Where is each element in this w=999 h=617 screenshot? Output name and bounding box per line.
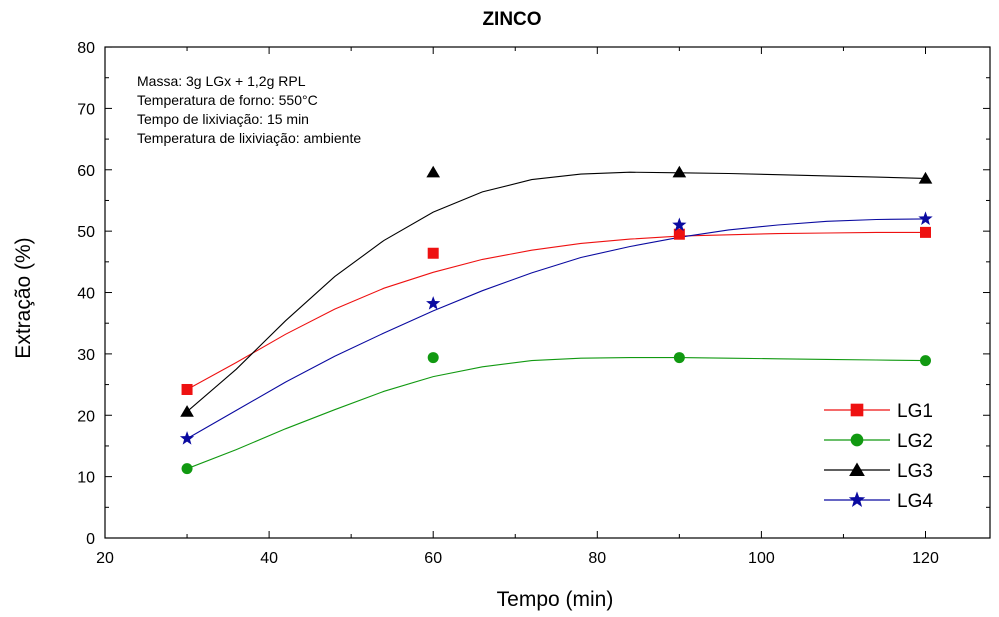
legend-marker-lg1	[850, 403, 864, 417]
point-lg1	[181, 383, 193, 395]
fit-curve-lg1	[186, 231, 926, 390]
fit-curve-lg4	[186, 218, 926, 440]
y-tick-label: 70	[77, 101, 95, 118]
legend-label-lg4: LG4	[897, 491, 933, 512]
point-lg3	[180, 405, 194, 417]
legend: LG1 LG2 LG3 LG4	[824, 401, 933, 512]
point-lg2	[427, 352, 439, 364]
data-points	[179, 165, 933, 475]
y-axis-label: Extração (%)	[12, 237, 35, 358]
annotation-line: Temperatura de forno: 550°C	[137, 92, 318, 108]
legend-marker-lg4	[848, 491, 866, 507]
point-lg2	[673, 352, 685, 364]
point-lg1	[673, 228, 685, 240]
point-lg4	[179, 431, 195, 445]
legend-label-lg1: LG1	[897, 401, 933, 422]
x-tick-label: 80	[588, 550, 606, 567]
y-tick-label: 30	[77, 347, 95, 364]
point-lg4	[918, 211, 933, 225]
annotation-line: Tempo de lixiviação: 15 min	[137, 111, 309, 127]
y-tick-label: 50	[77, 224, 95, 241]
y-tick-label: 10	[77, 470, 95, 487]
legend-label-lg2: LG2	[897, 431, 933, 452]
chart-title: ZINCO	[482, 9, 541, 30]
y-tick-label: 20	[77, 408, 95, 425]
point-lg3	[426, 165, 441, 178]
point-lg3	[672, 165, 687, 178]
x-tick-label: 20	[96, 550, 114, 567]
x-tick-label: 100	[748, 550, 775, 567]
legend-marker-lg3	[849, 462, 865, 476]
x-tick-label: 120	[912, 550, 939, 567]
x-axis-label: Tempo (min)	[497, 588, 614, 611]
fit-curves	[186, 171, 926, 470]
point-lg2	[181, 463, 193, 475]
axis-ticks	[104, 46, 990, 539]
fit-curve-lg3	[186, 171, 926, 413]
point-lg1	[427, 247, 439, 259]
x-tick-label: 60	[424, 550, 442, 567]
y-tick-label: 80	[77, 40, 95, 57]
point-lg3	[918, 171, 933, 184]
point-lg4	[426, 296, 441, 310]
y-tick-label: 0	[86, 531, 95, 548]
y-tick-label: 40	[77, 286, 95, 303]
x-tick-label: 40	[260, 550, 278, 567]
annotation-line: Temperatura de lixiviação: ambiente	[137, 130, 361, 146]
annotation-block: Massa: 3g LGx + 1,2g RPL Temperatura de f…	[137, 73, 361, 146]
y-tick-label: 60	[77, 163, 95, 180]
point-lg4	[672, 217, 687, 232]
legend-label-lg3: LG3	[897, 461, 933, 482]
annotation-line: Massa: 3g LGx + 1,2g RPL	[137, 73, 306, 89]
point-lg1	[920, 226, 931, 238]
point-lg2	[920, 355, 931, 367]
fit-curve-lg2	[186, 357, 926, 470]
axis-tick-labels: 20 40 60 80 100 120 0 10 20 30 40 50 60 70 80	[77, 40, 939, 567]
legend-marker-lg2	[850, 433, 864, 447]
